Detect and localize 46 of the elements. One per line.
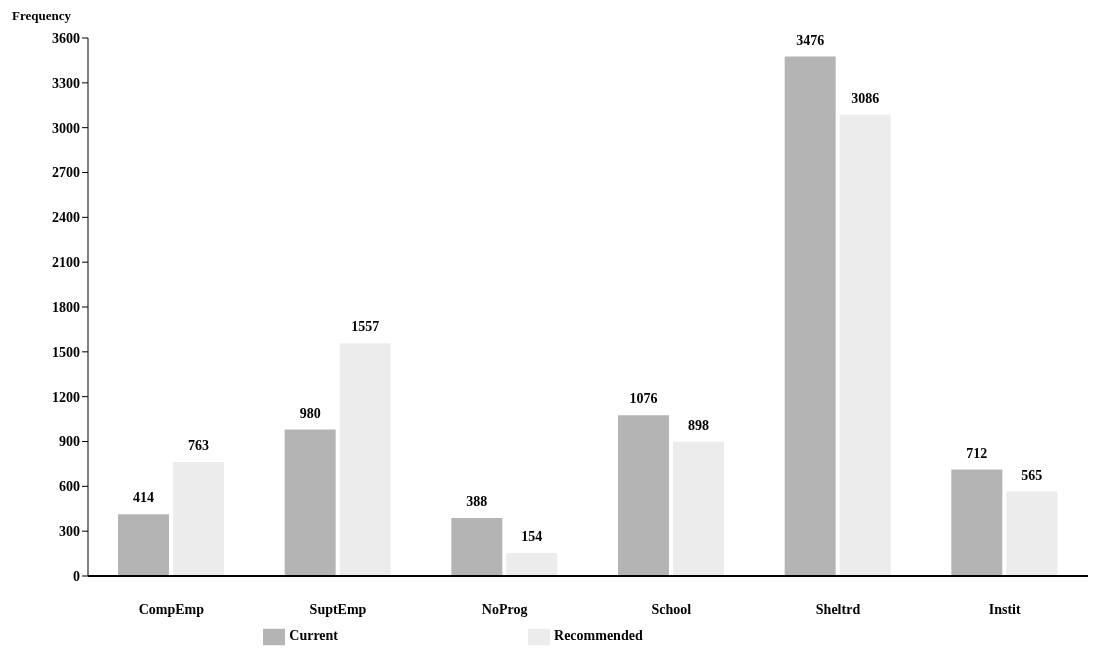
y-tick-label: 600 (59, 479, 80, 495)
y-tick-label: 2100 (52, 255, 80, 271)
bar (284, 429, 336, 576)
data-label: 898 (688, 417, 709, 433)
y-tick-label: 1500 (52, 344, 80, 360)
bar (118, 514, 169, 576)
data-label: 414 (133, 490, 154, 506)
y-tick-label: 1800 (52, 299, 80, 315)
data-label: 763 (188, 437, 209, 453)
bar (339, 343, 391, 576)
bar (673, 441, 724, 576)
bar (618, 415, 669, 576)
y-tick-label: 2400 (52, 210, 80, 226)
x-tick-label: Sheltrd (815, 601, 861, 617)
data-label: 3476 (796, 32, 825, 48)
y-tick-label: 3600 (52, 30, 80, 46)
bar (784, 56, 836, 576)
bar (1006, 491, 1058, 576)
x-tick-label: Instit (988, 601, 1021, 617)
bar (951, 469, 1003, 576)
bar (173, 461, 224, 576)
data-label: 388 (466, 494, 488, 510)
x-tick-label: CompEmp (138, 601, 205, 617)
legend-label: Current (289, 628, 339, 644)
data-label: 565 (1021, 467, 1043, 483)
y-tick-label: 2700 (52, 165, 80, 181)
y-tick-label: 3000 (52, 120, 80, 136)
x-tick-label: SuptEmp (309, 601, 367, 617)
y-tick-label: 300 (59, 524, 80, 540)
data-label: 1076 (629, 391, 658, 407)
y-tick-label: 0 (73, 568, 80, 584)
x-tick-label: NoProg (481, 601, 528, 617)
y-axis-title: Frequency (12, 8, 71, 24)
data-label: 154 (521, 528, 543, 544)
bar (506, 552, 558, 576)
data-label: 3086 (851, 90, 880, 106)
data-label: 980 (299, 405, 321, 421)
data-label: 712 (966, 445, 988, 461)
data-label: 1557 (351, 319, 380, 335)
y-tick-label: 1200 (52, 389, 80, 405)
bar (451, 518, 503, 576)
x-tick-label: School (651, 601, 692, 617)
bar (839, 114, 891, 576)
y-tick-label: 3300 (52, 75, 80, 91)
y-tick-label: 900 (59, 434, 80, 450)
legend-label: Recommended (554, 628, 643, 644)
